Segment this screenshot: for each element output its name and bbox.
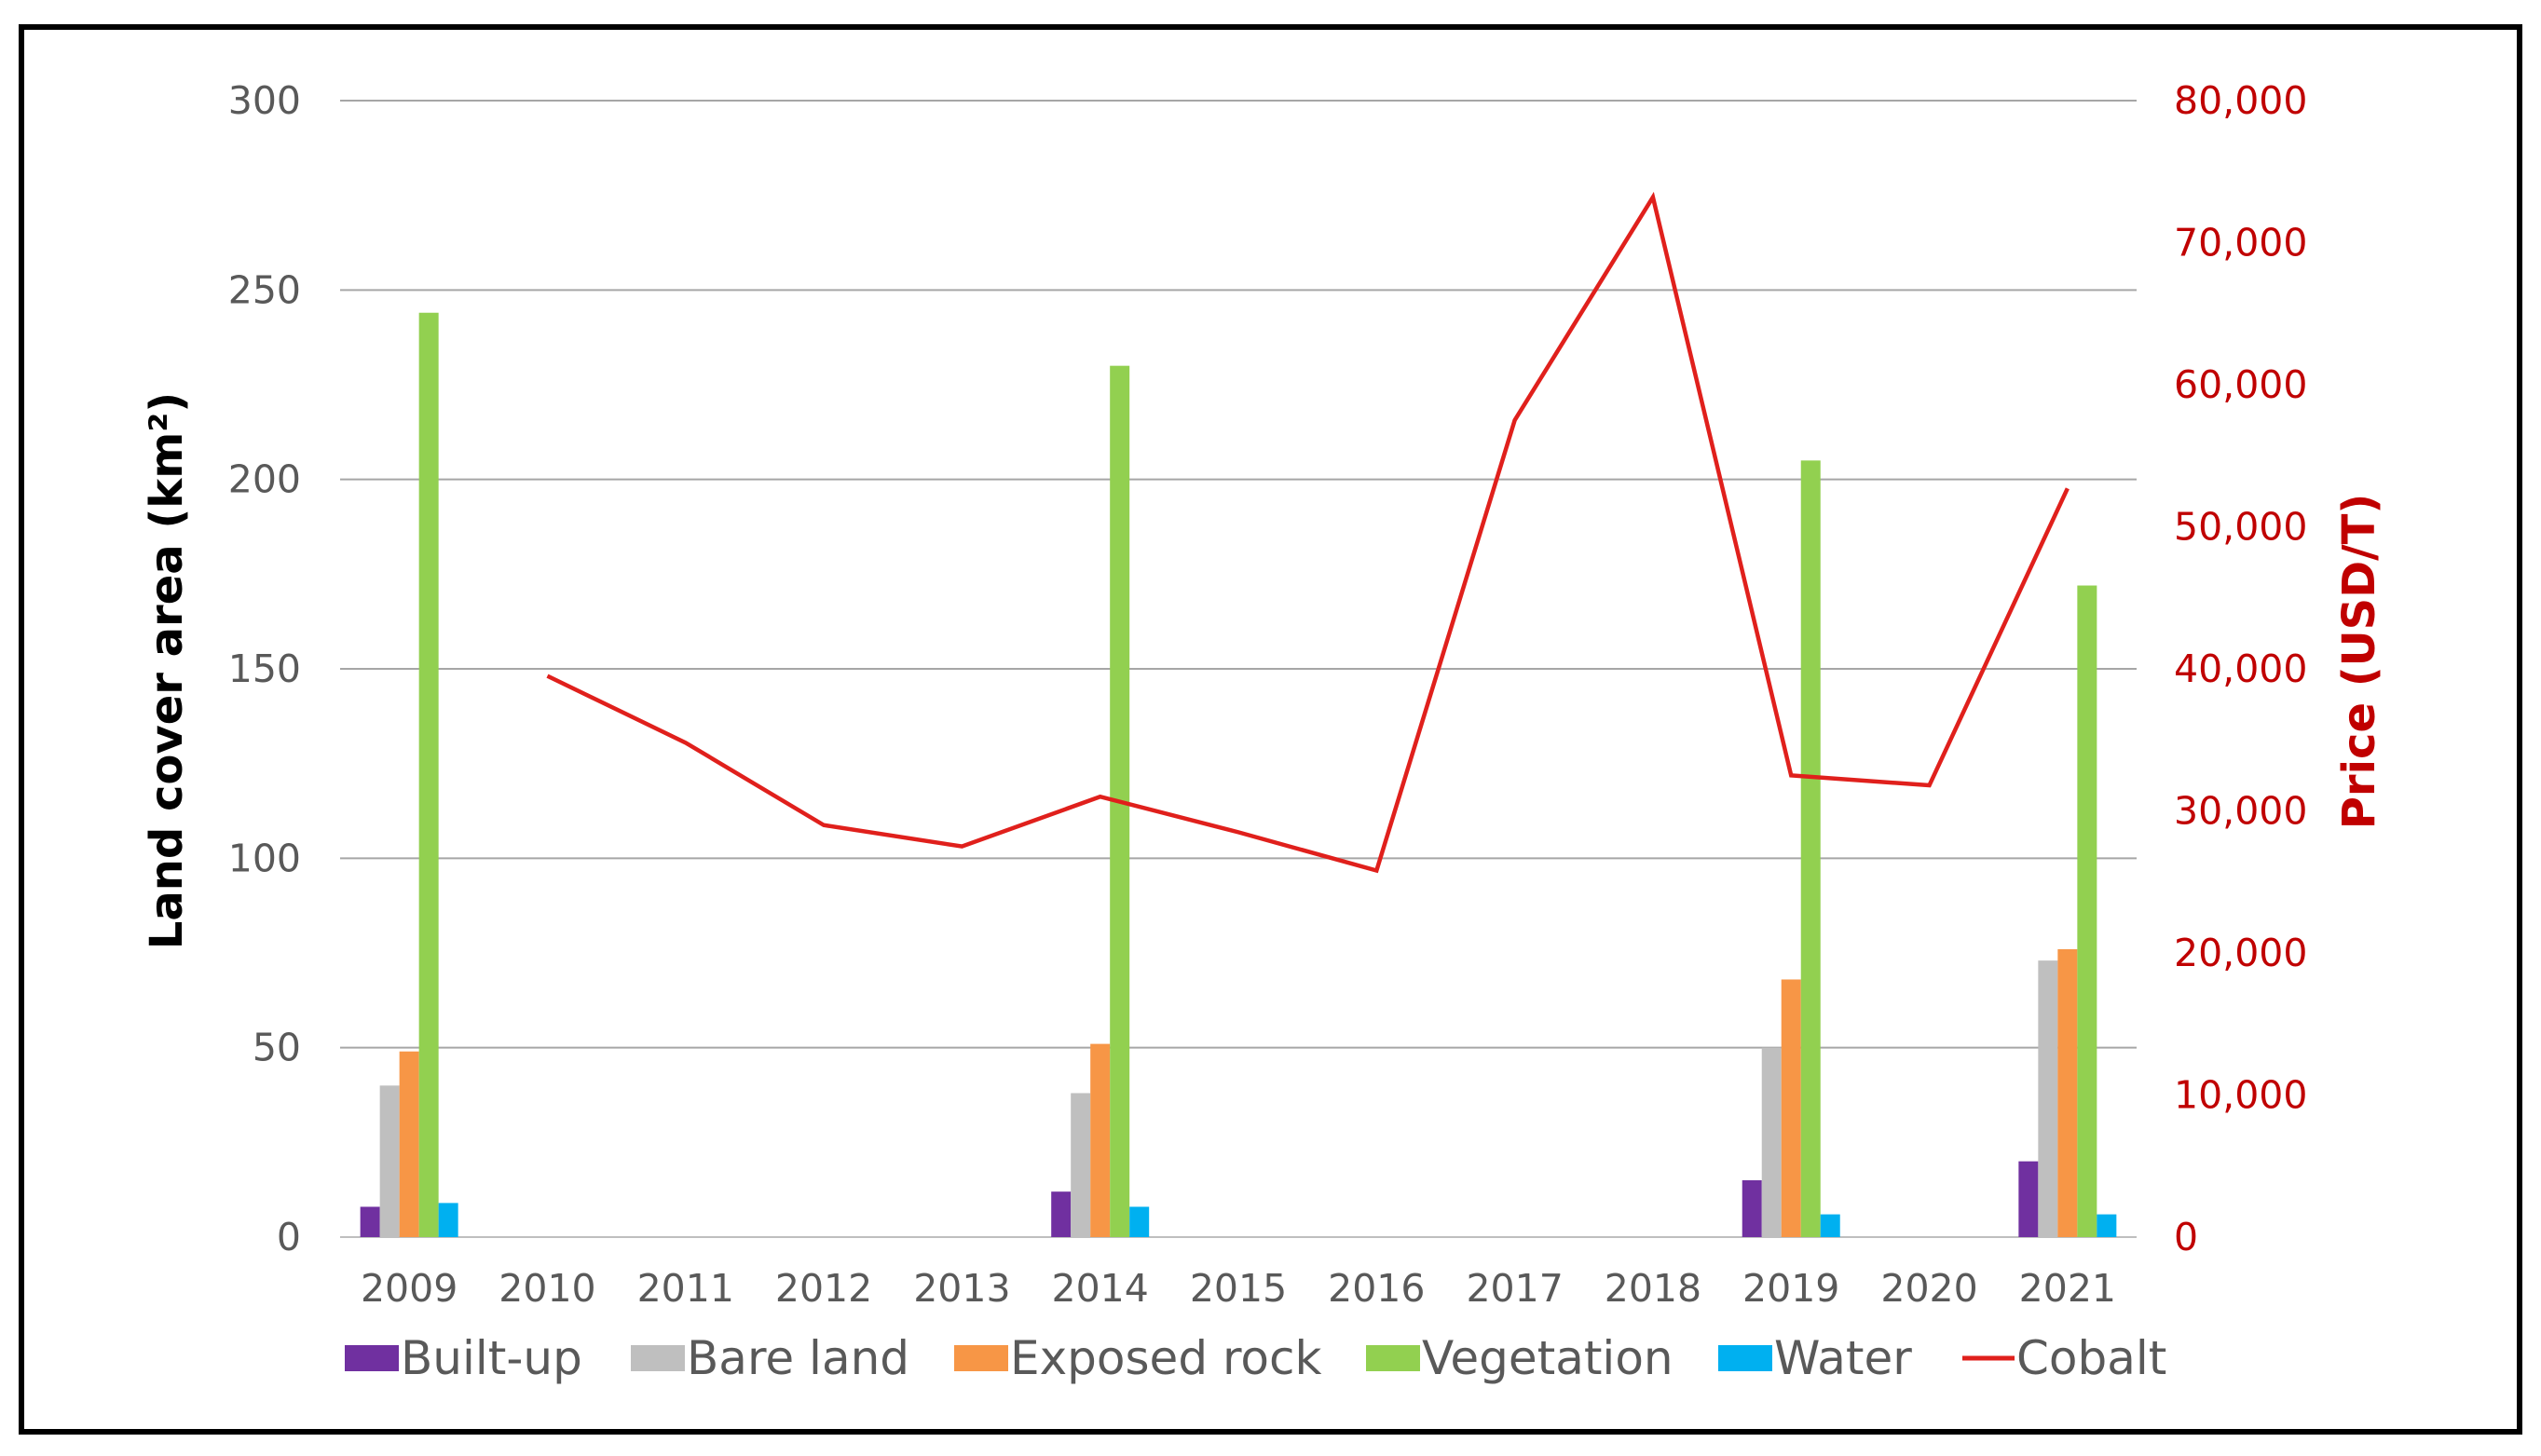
cobalt-line bbox=[546, 191, 2070, 874]
y2-tick-label: 50,000 bbox=[2174, 505, 2307, 550]
y2-axis-label: Price (USD/T) bbox=[2333, 494, 2385, 830]
y-axis-label: Land cover area (km²) bbox=[141, 392, 193, 949]
legend-swatch bbox=[631, 1345, 685, 1371]
legend-label: Water bbox=[1774, 1331, 1912, 1385]
x-tick-label: 2020 bbox=[1880, 1266, 1977, 1311]
y-tick-label: 300 bbox=[228, 78, 301, 123]
bar-exposed-rock bbox=[1781, 979, 1801, 1237]
bar-built-up bbox=[2018, 1161, 2039, 1237]
bar-water bbox=[1129, 1206, 1150, 1237]
bar-vegetation bbox=[1800, 460, 1821, 1237]
y2-tick-label: 30,000 bbox=[2174, 789, 2307, 834]
bar-water bbox=[438, 1203, 458, 1237]
x-tick-label: 2015 bbox=[1190, 1266, 1287, 1311]
bar-vegetation bbox=[2077, 585, 2097, 1237]
legend-label: Bare land bbox=[687, 1331, 909, 1385]
x-tick-label: 2009 bbox=[361, 1266, 458, 1311]
legend-swatch bbox=[954, 1345, 1008, 1371]
y2-tick-label: 40,000 bbox=[2174, 646, 2307, 691]
y2-tick-label: 20,000 bbox=[2174, 931, 2307, 975]
bar-built-up bbox=[1051, 1191, 1072, 1237]
x-tick-label: 2016 bbox=[1328, 1266, 1425, 1311]
x-tick-label: 2017 bbox=[1466, 1266, 1563, 1311]
bar-bare-land bbox=[2038, 960, 2058, 1237]
legend-label: Exposed rock bbox=[1010, 1331, 1321, 1385]
x-tick-label: 2014 bbox=[1052, 1266, 1149, 1311]
bars bbox=[360, 312, 2117, 1238]
bar-vegetation bbox=[418, 312, 439, 1237]
bar-water bbox=[1820, 1214, 1840, 1237]
x-tick-label: 2013 bbox=[913, 1266, 1010, 1311]
bar-built-up bbox=[1742, 1180, 1762, 1237]
legend-label: Built-up bbox=[401, 1331, 582, 1385]
bar-exposed-rock bbox=[1090, 1043, 1111, 1237]
y-tick-label: 0 bbox=[277, 1215, 301, 1259]
legend: Built-up Bare land Exposed rock Vegetation W… bbox=[345, 1331, 2166, 1385]
y2-tick-label: 0 bbox=[2174, 1215, 2198, 1259]
legend-swatch bbox=[1718, 1345, 1772, 1371]
y2-tick-label: 80,000 bbox=[2174, 78, 2307, 123]
bar-exposed-rock bbox=[399, 1051, 419, 1237]
bar-bare-land bbox=[379, 1085, 400, 1237]
y-tick-label: 200 bbox=[228, 457, 301, 502]
bar-built-up bbox=[360, 1206, 380, 1237]
x-tick-label: 2019 bbox=[1742, 1266, 1839, 1311]
y2-tick-label: 60,000 bbox=[2174, 362, 2307, 407]
y-tick-label: 50 bbox=[253, 1026, 301, 1070]
y-tick-label: 150 bbox=[228, 646, 301, 691]
y-tick-label: 100 bbox=[228, 836, 301, 880]
y-tick-label: 250 bbox=[228, 267, 301, 312]
axes: 0 50 100 150 200 250 300 0 10,000 20,000 30,000 40,… bbox=[228, 78, 2308, 1311]
x-tick-label: 2010 bbox=[499, 1266, 595, 1311]
y2-tick-label: 10,000 bbox=[2174, 1073, 2307, 1118]
legend-label: Cobalt bbox=[2016, 1331, 2166, 1385]
x-tick-label: 2011 bbox=[637, 1266, 734, 1311]
bar-water bbox=[2097, 1214, 2117, 1237]
gridlines bbox=[340, 100, 2137, 1238]
legend-swatch bbox=[345, 1345, 399, 1371]
x-tick-label: 2018 bbox=[1605, 1266, 1701, 1311]
x-tick-label: 2021 bbox=[2019, 1266, 2116, 1311]
y2-tick-label: 70,000 bbox=[2174, 221, 2307, 265]
x-tick-label: 2012 bbox=[775, 1266, 872, 1311]
legend-label: Vegetation bbox=[1422, 1331, 1674, 1385]
bar-bare-land bbox=[1761, 1047, 1782, 1237]
bar-exposed-rock bbox=[2057, 948, 2078, 1237]
legend-swatch bbox=[1366, 1345, 1420, 1371]
bar-bare-land bbox=[1071, 1093, 1091, 1237]
cobalt-line-layer bbox=[546, 191, 2070, 874]
